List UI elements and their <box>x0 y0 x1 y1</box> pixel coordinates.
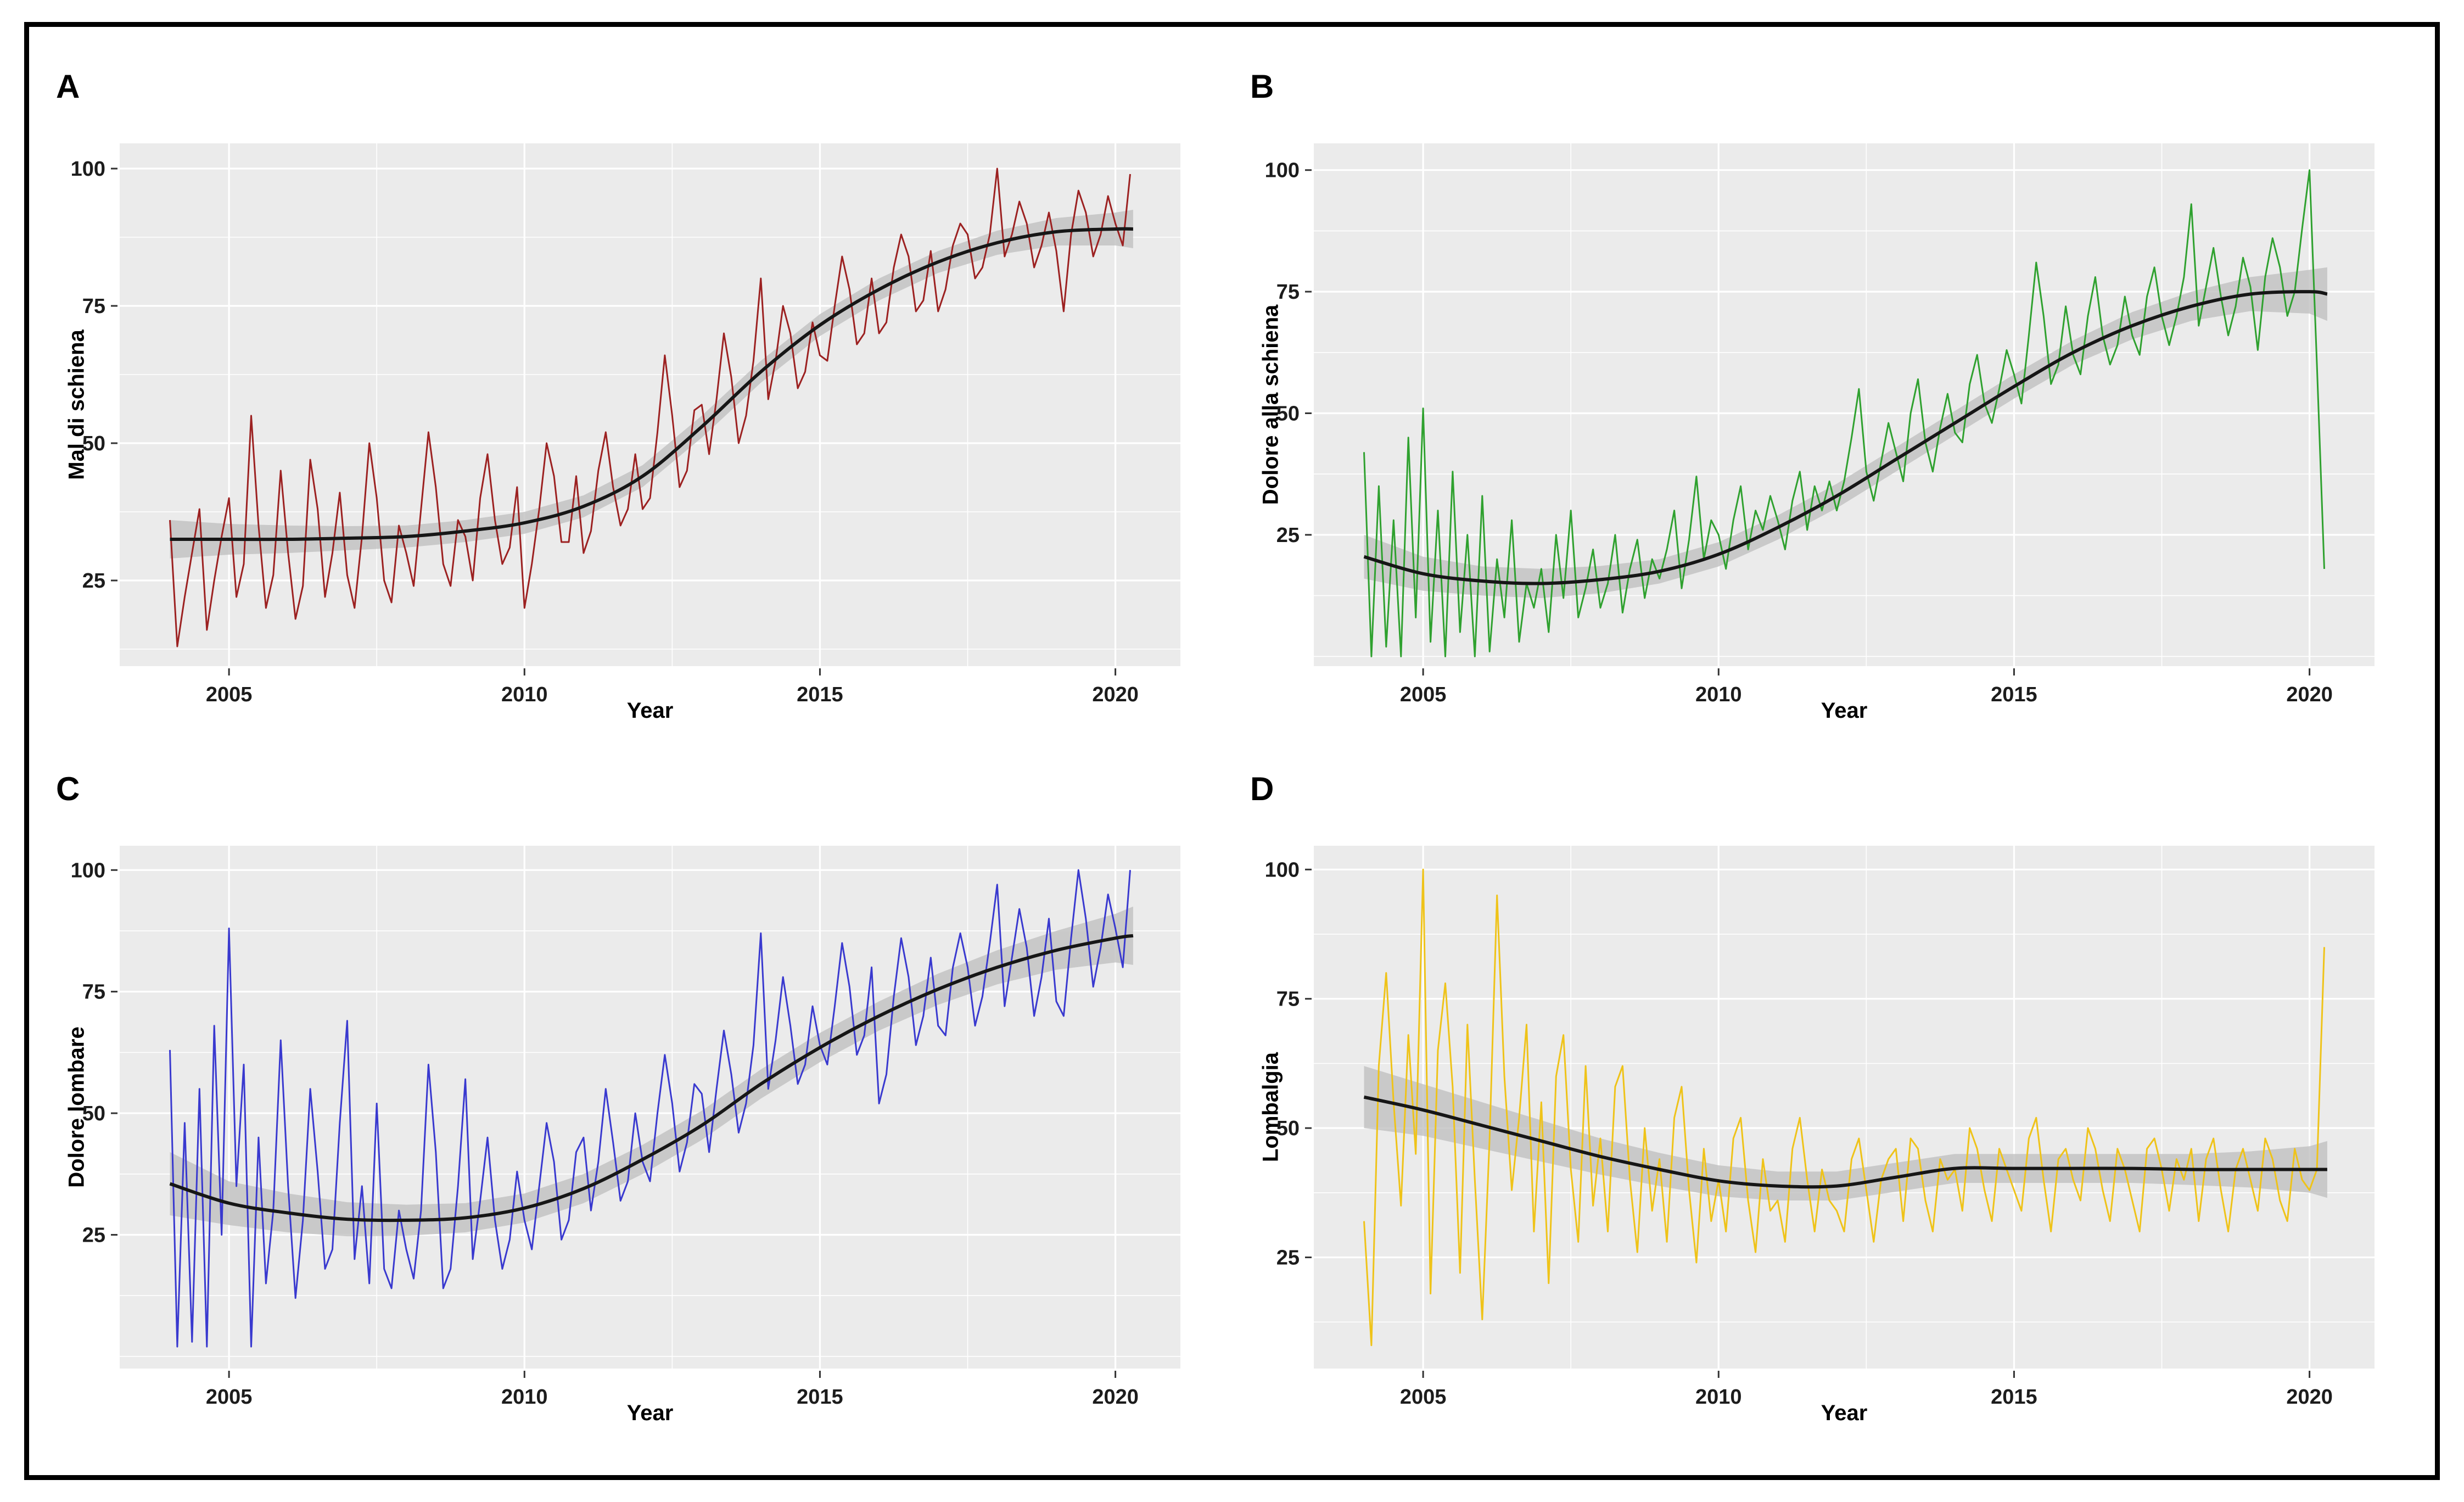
panel-b-x-axis-title: Year <box>1821 699 1868 723</box>
y-tick-label: 25 <box>1276 524 1300 547</box>
panel-d-series-line <box>1363 868 2325 1347</box>
panel-a: 100 75 50 25 2005 2010 2015 2020 <box>71 143 1180 706</box>
panel-d-letter: D <box>1250 770 1274 807</box>
x-tick-label: 2020 <box>2286 1386 2333 1409</box>
y-tick-label: 25 <box>82 1224 105 1247</box>
panel-c-letter: C <box>56 770 80 807</box>
panel-c: 100 75 50 25 2005 2010 2015 2020 <box>71 846 1180 1409</box>
panel-b: 100 75 50 25 2005 2010 2015 2020 <box>1265 143 2375 706</box>
y-tick-label: 100 <box>71 859 105 882</box>
x-tick-label: 2010 <box>501 1386 548 1409</box>
panel-a-y-axis-title: Mal di schiena <box>64 330 89 480</box>
y-tick-label: 50 <box>1276 1117 1300 1140</box>
panel-a-x-axis-title: Year <box>626 699 674 723</box>
panel-b-letter: B <box>1250 68 1274 105</box>
x-tick-label: 2020 <box>2286 683 2333 706</box>
panel-a-confidence-band <box>170 210 1133 559</box>
panel-c-y-axis-title: Dolore lombare <box>64 1026 89 1188</box>
y-tick-label: 75 <box>82 295 105 318</box>
panel-d: 100 75 50 25 2005 2010 2015 2020 <box>1265 846 2375 1409</box>
panel-d-y-axis-title: Lombalgia <box>1258 1052 1283 1163</box>
x-tick-label: 2005 <box>206 683 253 706</box>
panel-c-x-axis-title: Year <box>626 1401 674 1425</box>
x-tick-label: 2015 <box>797 683 843 706</box>
panel-b-confidence-band <box>1364 267 2327 598</box>
panel-d-trend-line <box>1363 1095 2327 1189</box>
x-tick-label: 2010 <box>501 683 548 706</box>
x-tick-label: 2020 <box>1092 1386 1139 1409</box>
panel-b-trend-line <box>1363 290 2328 585</box>
panel-c-series-line <box>169 869 1131 1348</box>
panel-a-background <box>120 143 1180 666</box>
panel-c-background <box>120 846 1180 1369</box>
y-tick-label: 100 <box>1265 858 1300 881</box>
x-tick-label: 2020 <box>1092 683 1139 706</box>
y-tick-label: 50 <box>82 1102 105 1125</box>
panel-c-trend-line <box>169 934 1134 1222</box>
y-tick-label: 25 <box>82 569 105 593</box>
panel-c-confidence-band <box>170 906 1133 1237</box>
y-tick-label: 50 <box>1276 402 1300 425</box>
x-tick-label: 2005 <box>1400 1386 1447 1409</box>
y-tick-label: 100 <box>1265 159 1300 182</box>
y-tick-label: 75 <box>82 981 105 1004</box>
panel-d-x-axis-title: Year <box>1821 1401 1868 1425</box>
x-tick-label: 2015 <box>797 1386 843 1409</box>
x-tick-label: 2015 <box>1991 683 2037 706</box>
x-tick-label: 2015 <box>1991 1386 2037 1409</box>
x-tick-label: 2005 <box>1400 683 1447 706</box>
y-tick-label: 50 <box>82 432 105 455</box>
panel-a-letter: A <box>56 68 80 105</box>
y-tick-label: 75 <box>1276 988 1300 1011</box>
panel-b-series-line <box>1363 169 2325 657</box>
y-tick-label: 25 <box>1276 1247 1300 1270</box>
x-tick-label: 2010 <box>1695 683 1742 706</box>
x-tick-label: 2005 <box>206 1386 253 1409</box>
x-tick-label: 2010 <box>1695 1386 1742 1409</box>
panel-b-y-axis-title: Dolore alla schiena <box>1258 304 1283 505</box>
y-tick-label: 100 <box>71 158 105 181</box>
panel-a-trend-line <box>170 227 1133 541</box>
y-tick-label: 75 <box>1276 281 1300 304</box>
